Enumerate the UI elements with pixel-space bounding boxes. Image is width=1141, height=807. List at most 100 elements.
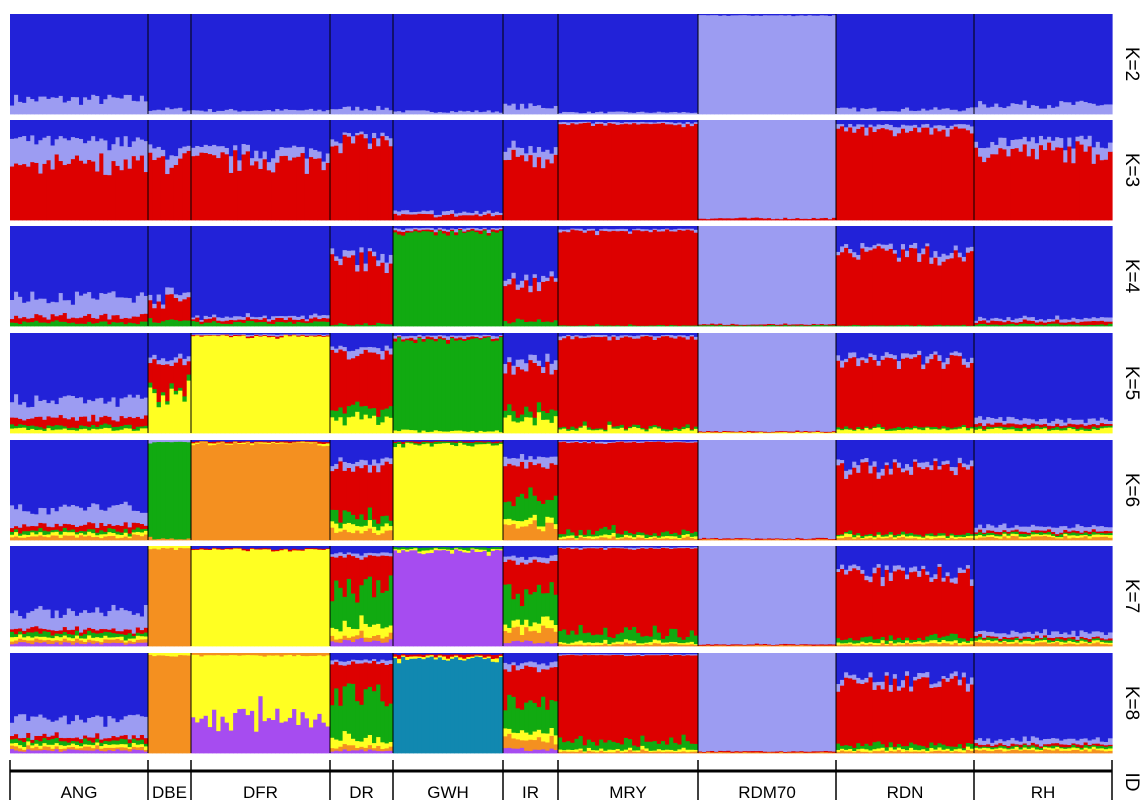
ancestry-segment	[296, 317, 301, 320]
ancestry-segment	[628, 533, 633, 536]
ancestry-segment	[791, 120, 796, 219]
ancestry-segment	[174, 333, 179, 357]
ancestry-segment	[317, 333, 322, 334]
ancestry-segment	[330, 417, 335, 433]
ancestry-segment	[840, 535, 845, 538]
ancestry-segment	[30, 226, 35, 292]
ancestry-segment	[665, 124, 670, 220]
ancestry-segment	[1019, 318, 1024, 322]
ancestry-segment	[491, 445, 496, 540]
ancestry-segment	[1108, 421, 1113, 425]
ancestry-segment	[868, 226, 873, 247]
ancestry-segment	[191, 321, 196, 327]
ancestry-segment	[1071, 163, 1076, 221]
ancestry-segment	[1100, 14, 1105, 105]
ancestry-segment	[14, 440, 19, 509]
ancestry-segment	[309, 322, 314, 326]
ancestry-segment	[430, 112, 435, 115]
ancestry-segment	[161, 333, 166, 358]
ancestry-segment	[603, 125, 608, 220]
ancestry-segment	[550, 500, 555, 518]
ancestry-segment	[450, 214, 455, 221]
ancestry-segment	[722, 120, 727, 218]
ancestry-segment	[174, 156, 179, 165]
ancestry-segment	[607, 111, 612, 114]
ancestry-segment	[250, 445, 255, 541]
ancestry-segment	[607, 421, 612, 425]
ancestry-segment	[533, 495, 538, 515]
ancestry-segment	[885, 250, 890, 325]
ancestry-segment	[1104, 148, 1109, 160]
ancestry-segment	[791, 16, 796, 115]
ancestry-segment	[132, 120, 137, 141]
ancestry-segment	[966, 538, 971, 541]
ancestry-segment	[140, 139, 145, 155]
ancestry-segment	[271, 172, 276, 220]
ancestry-segment	[836, 360, 841, 427]
ancestry-segment	[836, 108, 841, 115]
ancestry-segment	[787, 333, 792, 432]
ancestry-segment	[380, 14, 385, 110]
ancestry-segment	[929, 533, 934, 536]
ancestry-segment	[566, 535, 571, 538]
ancestry-segment	[279, 110, 284, 114]
ancestry-segment	[946, 128, 951, 137]
ancestry-segment	[1023, 144, 1028, 220]
ancestry-segment	[34, 430, 39, 434]
ancestry-segment	[901, 472, 906, 532]
ancestry-segment	[397, 120, 402, 212]
ancestry-segment	[1011, 536, 1016, 541]
ancestry-segment	[170, 366, 175, 384]
ancestry-segment	[83, 524, 88, 531]
ancestry-segment	[343, 333, 348, 347]
ancestry-segment	[893, 111, 898, 115]
ancestry-segment	[347, 250, 352, 257]
ancestry-segment	[1051, 150, 1056, 220]
ancestry-segment	[91, 226, 96, 298]
ancestry-segment	[759, 226, 764, 324]
ancestry-segment	[42, 322, 47, 326]
ancestry-segment	[632, 440, 637, 441]
ancestry-segment	[466, 226, 471, 228]
ancestry-segment	[905, 470, 910, 534]
ancestry-segment	[669, 337, 674, 430]
ancestry-segment	[95, 532, 100, 535]
ancestry-segment	[99, 523, 104, 531]
ancestry-segment	[99, 530, 104, 534]
ancestry-segment	[620, 534, 625, 537]
ancestry-segment	[279, 156, 284, 221]
ancestry-segment	[739, 440, 744, 538]
ancestry-segment	[59, 226, 64, 293]
ancestry-segment	[263, 440, 268, 441]
k-row-K3	[10, 120, 1113, 220]
ancestry-segment	[1100, 147, 1105, 160]
ancestry-segment	[67, 532, 72, 536]
ancestry-segment	[852, 352, 857, 357]
ancestry-segment	[355, 356, 360, 402]
ancestry-segment	[103, 526, 108, 532]
ancestry-segment	[225, 316, 230, 321]
ancestry-segment	[982, 440, 987, 528]
ancestry-segment	[1039, 526, 1044, 531]
ancestry-segment	[541, 276, 546, 282]
ancestry-segment	[864, 127, 869, 135]
ancestry-segment	[71, 396, 76, 418]
ancestry-segment	[267, 337, 272, 434]
ancestry-segment	[653, 14, 658, 113]
ancestry-segment	[925, 124, 930, 128]
ancestry-segment	[1108, 120, 1113, 143]
ancestry-segment	[380, 132, 385, 136]
ancestry-segment	[1084, 430, 1089, 433]
ancestry-segment	[322, 120, 327, 162]
ancestry-segment	[1015, 333, 1020, 419]
ancestry-segment	[401, 235, 406, 326]
ancestry-segment	[1108, 333, 1113, 421]
ancestry-segment	[79, 226, 84, 296]
ancestry-segment	[397, 444, 402, 541]
ancestry-segment	[595, 333, 600, 335]
ancestry-segment	[735, 14, 740, 15]
ancestry-segment	[808, 440, 813, 539]
ancestry-segment	[942, 428, 947, 433]
ancestry-segment	[541, 322, 546, 327]
ancestry-segment	[791, 226, 796, 324]
